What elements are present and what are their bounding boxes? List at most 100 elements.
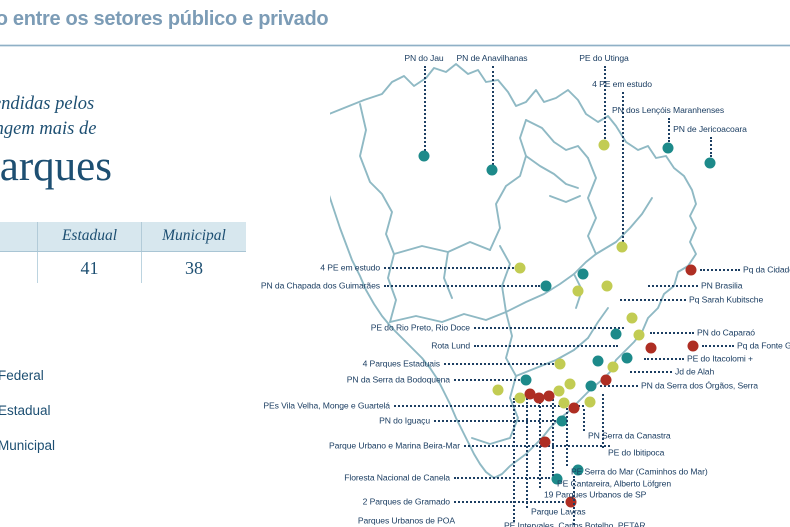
leader-pe-intervales [513, 398, 515, 522]
label-pn-do-jau: PN do Jau [404, 53, 444, 63]
map-dot-cluster-13 [564, 378, 576, 390]
label-pq-da-cidade: Pq da Cidade (S [743, 264, 790, 275]
map-dot-pq-da-fonte-grande [687, 340, 699, 352]
table-value-federal: 5 [0, 252, 38, 283]
leader-pq-da-fonte-grande [702, 345, 734, 347]
intro-text: cerias pretendidas pelos ernos abrangem … [0, 92, 214, 142]
leader-pn-serra-bodoquena [454, 379, 520, 381]
label-pe-cantareira: PE Cantareira, Alberto Löfgren [557, 478, 672, 489]
label-parque-beira-mar: Parque Urbano e Marina Beira-Mar [328, 440, 460, 451]
header-divider [0, 44, 790, 47]
legend-item-estadual: Estadual [0, 400, 55, 421]
label-pe-do-itacolomi: PE do Itacolomi + [687, 353, 753, 364]
label-pn-serra-dos-orgaos: PN da Serra dos Órgãos, Serra [641, 380, 758, 391]
map-dot-pn-de-jericoacoara [704, 157, 716, 169]
label-pe-rio-preto: PE do Rio Preto, Rio Doce [370, 322, 470, 333]
label-4-parques-estaduais: 4 Parques Estaduais [362, 358, 441, 369]
label-pn-chapada-guimaraes: PN da Chapada dos Guimarães [260, 280, 380, 291]
map-dot-floresta-canela [551, 473, 563, 485]
table-value-municipal: 38 [185, 258, 203, 278]
map-dot-4-pe-em-estudo-norte [616, 241, 628, 253]
leader-pn-de-jericoacoara [710, 137, 712, 157]
label-pq-sarah-kubitschek: Pq Sarah Kubitsche [689, 294, 764, 305]
map-dot-cluster-19 [492, 384, 504, 396]
label-floresta-canela: Floresta Nacional de Canela [344, 472, 450, 483]
leader-pq-da-cidade [700, 269, 740, 271]
map-dot-canela-2 [572, 464, 584, 476]
label-pn-brasilia: PN Brasilia [701, 280, 743, 291]
leader-pn-serra-canastra [583, 409, 585, 431]
map-dot-cluster-5 [610, 328, 622, 340]
map-dot-pq-da-cidade [685, 264, 697, 276]
leader-jd-de-alah [630, 371, 672, 373]
label-4-pe-em-estudo-norte: 4 PE em estudo [592, 79, 652, 89]
label-rota-lund: Rota Lund [431, 340, 470, 351]
label-pe-do-ibitipoca: PE do Ibitipoca [608, 447, 665, 458]
leader-floresta-canela [454, 477, 550, 479]
map-dot-4-parques-estaduais [554, 358, 566, 370]
table-value-row: 5 41 38 [0, 252, 246, 283]
legend-label-municipal: Municipal [0, 438, 56, 453]
map-dot-cluster-15 [543, 390, 555, 402]
map-dot-pn-do-iguacu [556, 415, 568, 427]
parks-by-level-table: eral Estadual Municipal 5 41 38 [0, 222, 246, 283]
leader-parque-beira-mar [464, 445, 610, 447]
leader-pn-de-anavilhanas [492, 66, 494, 165]
leader-pn-dos-lencois [668, 118, 670, 142]
label-jd-de-alah: Jd de Alah [675, 366, 715, 377]
map-dot-cluster-11 [600, 374, 612, 386]
map-dot-pn-de-anavilhanas [486, 164, 498, 176]
label-pes-vila-velha: PEs Vila Velha, Monge e Guartelá [263, 400, 390, 411]
label-4-pe-em-estudo-centro: 4 PE em estudo [320, 262, 380, 273]
map-dot-cluster-8 [621, 352, 633, 364]
leader-4-pe-em-estudo-norte [622, 92, 624, 242]
label-pn-do-iguacu: PN do Iguaçu [379, 415, 430, 426]
label-pn-de-jericoacoara: PN de Jericoacoara [673, 124, 747, 134]
table-value-estadual: 41 [38, 252, 142, 283]
table-header-federal: eral [0, 222, 38, 251]
leader-pn-do-jau [424, 66, 426, 151]
label-pn-de-anavilhanas: PN de Anavilhanas [456, 53, 528, 63]
map-dot-rs-coast [539, 436, 551, 448]
map-dot-4-pe-em-estudo-centro [514, 262, 526, 274]
map-dot-cluster-6 [633, 329, 645, 341]
page-title: iculação entre os setores público e priv… [0, 8, 329, 30]
leader-4-pe-em-estudo-centro [384, 267, 514, 269]
label-pe-serra-do-mar: PE Serra do Mar (Caminhos do Mar) [571, 466, 708, 477]
legend: Federal Estadual Municipal [0, 365, 55, 470]
label-parque-lavras: Parque Lavras [531, 506, 586, 517]
map-dot-cluster-4 [626, 312, 638, 324]
map-dot-cluster-12 [585, 380, 597, 392]
legend-item-municipal: Municipal [0, 435, 55, 456]
map-dot-pn-chapada-guimaraes [540, 280, 552, 292]
leader-pe-serra-do-mar [566, 401, 568, 466]
leader-pq-sarah-kubitschek [620, 299, 686, 301]
leader-pn-chapada-guimaraes [384, 285, 540, 287]
map-dot-cluster-10 [592, 355, 604, 367]
map-dot-cluster-21 [568, 402, 580, 414]
map-dot-cluster-2 [577, 268, 589, 280]
leader-pn-serra-dos-orgaos [600, 385, 638, 387]
map-dot-cluster-16 [533, 392, 545, 404]
table-header-row: eral Estadual Municipal [0, 222, 246, 252]
map-dot-pn-do-jau [418, 150, 430, 162]
map-dot-cluster-20 [558, 397, 570, 409]
label-parques-urbanos-poa: Parques Urbanos de POA [357, 515, 455, 526]
leader-pes-vila-velha [394, 405, 584, 407]
map-dot-cluster-1 [601, 280, 613, 292]
brazil-map: PN do Jau PN de Anavilhanas PE do Utinga… [261, 46, 790, 527]
map-dot-pn-serra-bodoquena [520, 374, 532, 386]
table-header-municipal: Municipal [162, 227, 226, 244]
map-dot-cluster-9 [607, 361, 619, 373]
leader-pn-aparados [573, 476, 575, 527]
label-pn-serra-bodoquena: PN da Serra da Bodoquena [346, 374, 450, 385]
leader-pn-do-caparao [650, 332, 694, 334]
label-pe-do-utinga: PE do Utinga [579, 53, 629, 63]
map-dot-pe-do-utinga [598, 139, 610, 151]
leader-2-parques-gramado [454, 501, 564, 503]
table-header-estadual: Estadual [38, 222, 142, 251]
label-pn-dos-lencois: PN dos Lençóis Maranhenses [611, 105, 725, 115]
leader-parque-lavras [526, 398, 528, 508]
map-dot-2-parques-gramado [565, 496, 577, 508]
